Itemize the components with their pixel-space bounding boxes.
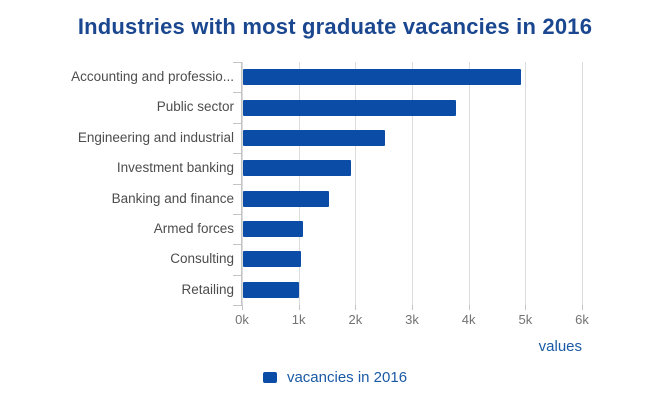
- bar[interactable]: [243, 221, 304, 238]
- x-tick-label: 4k: [461, 312, 476, 327]
- bar[interactable]: [243, 99, 456, 116]
- x-tick-label: 0k: [235, 312, 249, 327]
- y-axis-tick: [233, 62, 242, 63]
- gridline: [298, 62, 300, 305]
- chart-title: Industries with most graduate vacancies …: [77, 14, 593, 39]
- legend-item[interactable]: vacancies in 2016: [0, 369, 670, 386]
- legend-swatch-icon: [262, 372, 277, 383]
- y-axis-category-labels: Accounting and professio... Public sector…: [0, 62, 234, 305]
- bar[interactable]: [243, 129, 385, 146]
- bar[interactable]: [243, 190, 330, 207]
- bar[interactable]: [243, 251, 302, 268]
- bar[interactable]: [243, 69, 521, 86]
- y-axis-tick: [233, 92, 242, 94]
- x-axis-tick: [468, 305, 470, 310]
- x-tick-label: 5k: [518, 312, 533, 327]
- y-axis-tick: [233, 122, 242, 124]
- gridline: [468, 62, 470, 305]
- category-label: Engineering and industrial: [77, 129, 234, 145]
- y-axis-tick: [233, 153, 242, 155]
- x-axis-title: values: [538, 338, 582, 355]
- y-axis-tick: [233, 244, 242, 246]
- gridline: [355, 62, 357, 305]
- x-axis-tick: [412, 305, 413, 310]
- gridline: [525, 62, 527, 305]
- gridline: [582, 62, 583, 305]
- x-axis-tick: [242, 305, 243, 310]
- x-tick-label: 3k: [405, 312, 419, 327]
- bar[interactable]: [243, 281, 300, 298]
- x-axis-tick: [355, 305, 357, 310]
- x-tick-label: 2k: [348, 312, 363, 327]
- bar[interactable]: [243, 160, 351, 177]
- gridline: [412, 62, 413, 305]
- legend-label: vacancies in 2016: [286, 369, 408, 386]
- category-label: Retailing: [181, 281, 234, 297]
- category-label: Accounting and professio...: [71, 69, 234, 84]
- y-axis-tick: [233, 183, 242, 185]
- category-label: Public sector: [156, 99, 234, 115]
- y-axis-tick: [233, 213, 242, 215]
- y-axis-tick: [233, 305, 242, 306]
- x-axis-tick: [298, 305, 300, 310]
- x-axis-tick-labels: 0k 1k 2k 3k 4k 5k 6k: [235, 312, 589, 328]
- category-label: Armed forces: [153, 220, 234, 236]
- category-label: Banking and finance: [111, 190, 234, 206]
- plot-area: [233, 62, 583, 310]
- category-label: Consulting: [170, 251, 234, 267]
- x-tick-label: 6k: [575, 312, 589, 327]
- gridline: [242, 62, 243, 305]
- x-axis-tick: [582, 305, 583, 310]
- y-axis-tick: [233, 274, 242, 276]
- x-tick-label: 1k: [291, 312, 306, 327]
- x-axis-tick: [525, 305, 527, 310]
- category-label: Investment banking: [116, 160, 234, 176]
